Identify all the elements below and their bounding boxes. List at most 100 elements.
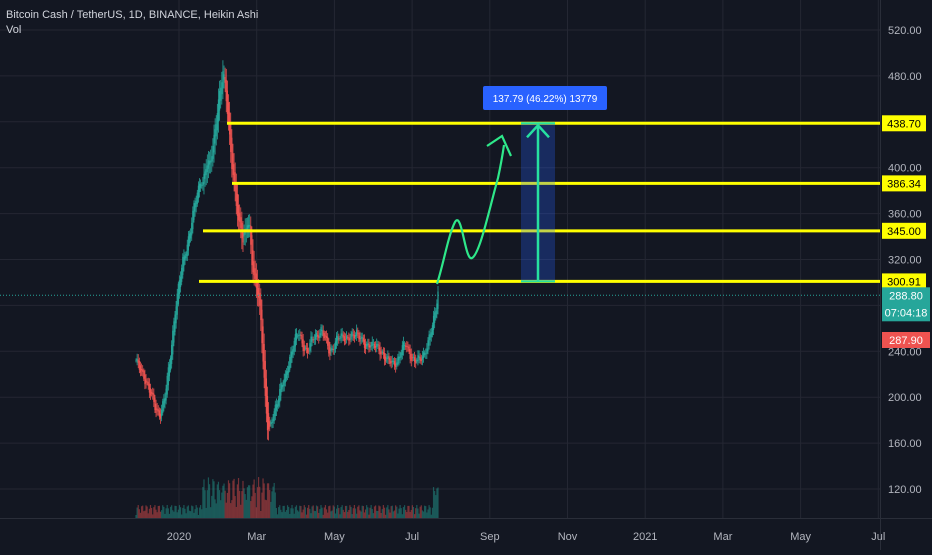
- candle-body: [231, 137, 233, 169]
- candle-body: [363, 339, 366, 348]
- volume-bar: [347, 511, 349, 518]
- volume-bar: [324, 505, 327, 518]
- volume-bar: [380, 512, 382, 518]
- candle-body: [268, 413, 270, 430]
- volume-bar: [302, 509, 304, 518]
- volume-bar: [152, 514, 154, 518]
- volume-bar: [251, 496, 253, 518]
- volume-bar: [292, 508, 294, 518]
- volume-bar: [185, 513, 187, 518]
- volume-bar: [190, 511, 192, 518]
- volume-bar: [351, 514, 353, 518]
- volume-bar: [344, 505, 347, 518]
- volume-bar: [227, 480, 230, 518]
- volume-bar: [349, 505, 351, 518]
- volume-bar: [173, 511, 175, 518]
- volume-bar: [237, 478, 240, 518]
- volume-bar: [340, 507, 342, 518]
- candle-body: [193, 203, 195, 220]
- volume-bar: [280, 509, 282, 518]
- candle-body: [185, 253, 187, 259]
- candle-body: [186, 244, 188, 257]
- volume-bar: [348, 510, 350, 518]
- candle-body: [197, 185, 200, 199]
- volume-bar: [330, 511, 332, 518]
- volume-bar: [192, 506, 194, 518]
- candle-body: [166, 375, 168, 395]
- volume-bar: [426, 512, 428, 518]
- volume-bar: [161, 510, 163, 518]
- candle-body: [321, 329, 323, 332]
- volume-bar: [264, 499, 266, 518]
- volume-bar: [392, 511, 395, 518]
- volume-bar: [424, 505, 426, 518]
- volume-bar: [272, 486, 274, 518]
- volume-bar: [329, 505, 331, 518]
- volume-bar: [432, 487, 435, 518]
- volume-bar: [273, 482, 275, 518]
- volume-bar: [232, 480, 234, 518]
- candle-body: [310, 336, 312, 347]
- candle-body: [145, 379, 147, 384]
- candle-body: [403, 345, 406, 347]
- candle-body: [399, 357, 401, 359]
- candle-body: [148, 383, 150, 393]
- volume-bar: [391, 505, 393, 518]
- volume-bar: [412, 506, 415, 518]
- volume-bar: [364, 509, 367, 518]
- volume-bar: [338, 508, 340, 518]
- volume-bar: [202, 487, 204, 518]
- candle-body: [218, 90, 221, 111]
- candle-body: [400, 352, 402, 358]
- volume-bar: [282, 505, 284, 518]
- candle-body: [349, 339, 351, 340]
- candle-body: [261, 309, 263, 344]
- volume-bar: [157, 505, 159, 518]
- candle-body: [429, 334, 431, 341]
- volume-bar: [321, 507, 323, 518]
- volume-bar: [257, 477, 260, 518]
- candle-body: [331, 347, 333, 351]
- volume-bar: [143, 511, 145, 518]
- candle-body: [301, 335, 303, 344]
- volume-bar: [402, 507, 405, 518]
- candle-body: [330, 349, 332, 352]
- candle-body: [208, 160, 211, 165]
- candle-body: [411, 357, 413, 359]
- candle-body: [298, 335, 300, 337]
- volume-bar: [271, 491, 273, 518]
- time-axis-tick: Jul: [405, 531, 419, 543]
- candle-body: [332, 348, 334, 351]
- candle-body: [232, 153, 234, 175]
- candle-body: [378, 344, 380, 351]
- candle-body: [273, 411, 275, 421]
- projection-path[interactable]: [435, 144, 506, 285]
- candle-body: [157, 409, 159, 412]
- candle-body: [139, 365, 142, 373]
- volume-bar: [331, 510, 333, 518]
- candle-body: [409, 349, 411, 359]
- candle-body: [224, 77, 226, 83]
- volume-bar: [416, 505, 418, 518]
- candle-body: [221, 82, 223, 95]
- volume-bar: [200, 505, 202, 518]
- candle-body: [383, 353, 386, 361]
- candle-body: [329, 347, 331, 355]
- candle-body: [430, 332, 432, 338]
- volume-bar: [171, 505, 173, 518]
- level-price-tag-background: [882, 273, 926, 290]
- candle-body: [275, 404, 278, 411]
- volume-bar: [207, 477, 210, 518]
- volume-bar: [360, 511, 362, 518]
- volume-bar: [372, 513, 374, 518]
- volume-bar: [353, 505, 356, 518]
- candle-body: [284, 374, 286, 383]
- price-axis: 120.00160.00200.00240.00280.00320.00360.…: [882, 25, 930, 496]
- candle-body: [225, 79, 227, 102]
- candle-body: [387, 355, 389, 359]
- candle-body: [144, 374, 146, 385]
- candle-body: [426, 348, 428, 354]
- volume-bar: [413, 514, 416, 518]
